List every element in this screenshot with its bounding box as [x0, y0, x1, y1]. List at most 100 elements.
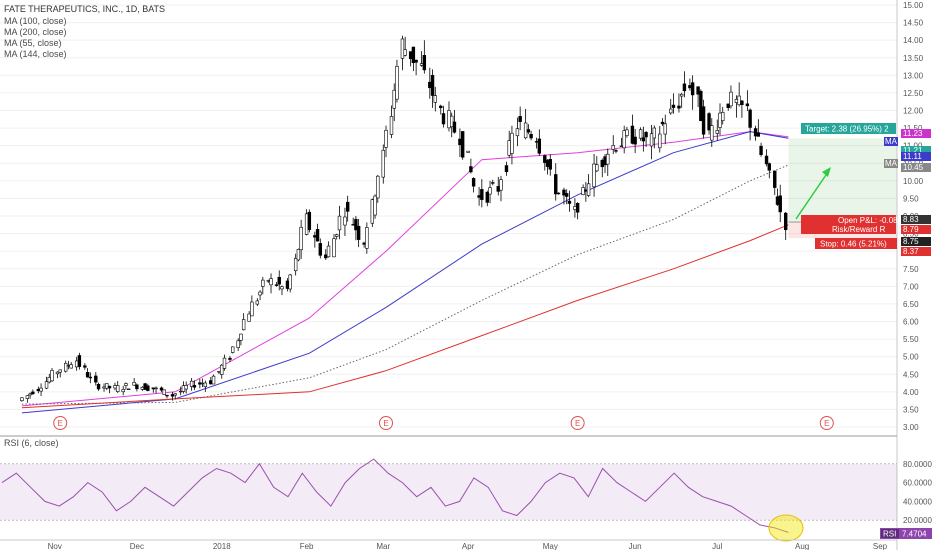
candle-body [96, 384, 101, 390]
candle-body [663, 123, 667, 135]
candle-body [710, 125, 714, 141]
candle-body [633, 136, 637, 145]
candle-body [622, 130, 626, 149]
candle-body [64, 363, 68, 372]
candle-body [408, 51, 413, 60]
candle-body [36, 389, 41, 392]
candle-body [231, 346, 235, 353]
candle-body [441, 113, 446, 125]
candle-body [211, 375, 216, 385]
candle-body [499, 179, 503, 191]
candle-body [44, 381, 49, 389]
candle-body [203, 382, 208, 388]
candle-body [395, 65, 399, 100]
candle-body [69, 364, 73, 369]
candle-body [318, 243, 323, 256]
candle-body [699, 90, 703, 122]
candle-body [740, 100, 744, 106]
candle-body [326, 245, 331, 258]
rsi-axis[interactable]: 80.0000 60.0000 40.0000 20.0000 [903, 460, 932, 525]
legend-ma-55: MA (55, close) [4, 38, 62, 48]
time-tick-label: Jun [629, 542, 642, 550]
candle-body [25, 395, 30, 399]
candle-body [239, 333, 243, 341]
candle-body [269, 278, 273, 286]
candle-body [523, 122, 528, 139]
time-tick-label: Feb [300, 542, 314, 550]
candle-body [595, 164, 599, 172]
candle-body [47, 377, 51, 383]
price-tag: 11.11 [903, 152, 922, 161]
candle-body [734, 99, 739, 103]
price-tick-label: 8.50 [903, 230, 919, 239]
time-tick-label: Nov [48, 542, 62, 550]
candle-body [354, 218, 358, 231]
candle-body [726, 103, 730, 108]
candle-body [293, 258, 298, 272]
candle-body [362, 242, 366, 245]
rsi-tick-label: 80.0000 [903, 460, 932, 469]
time-axis[interactable]: Nov Dec 2018 Feb Mar Apr May Jun Jul Aug Sep [48, 542, 888, 550]
candle-body [384, 129, 388, 148]
candle-body [447, 110, 451, 129]
moving-average-lines [21, 131, 789, 414]
price-tick-label: 6.50 [903, 300, 919, 309]
candle-body [679, 93, 684, 97]
candle-body [296, 248, 301, 261]
candle-body [50, 370, 54, 382]
candle-body [55, 371, 60, 375]
candle-body [140, 386, 145, 390]
candle-body [707, 113, 711, 131]
candle-body [66, 364, 71, 367]
candle-body [625, 129, 629, 136]
candle-body [403, 49, 407, 56]
candle-body [554, 174, 558, 195]
candle-body [759, 145, 763, 156]
price-tag: 8.75 [903, 237, 919, 246]
candle-body [181, 385, 186, 392]
candle-body [721, 112, 725, 121]
time-tick-label: Sep [873, 542, 888, 550]
earnings-marker-label: E [824, 419, 829, 428]
candle-body [534, 141, 539, 143]
position-tool[interactable] [788, 138, 897, 239]
candle-body [236, 340, 240, 348]
candle-body [564, 193, 569, 197]
legend-ma-100: MA (100, close) [4, 16, 67, 26]
candle-body [433, 95, 437, 103]
candle-body [121, 389, 125, 393]
position-labels: Target: 2.38 (26.95%) 2 Open P&L: -0.08 … [801, 123, 898, 249]
candle-body [392, 89, 396, 109]
candle-body [220, 364, 224, 375]
price-tick-label: 12.00 [903, 107, 924, 116]
candle-body [198, 382, 202, 385]
candle-body [200, 382, 205, 385]
candle-body [39, 387, 43, 392]
legend-ma-144: MA (144, close) [4, 49, 67, 59]
candle-body [537, 138, 542, 154]
candle-body [518, 116, 522, 122]
rsi-tick-label: 60.0000 [903, 479, 932, 488]
candle-body [126, 388, 131, 391]
price-tag: 11.23 [903, 129, 923, 138]
candle-body [165, 394, 169, 397]
candle-body [85, 372, 90, 378]
candle-body [315, 229, 320, 242]
candle-body [606, 153, 610, 165]
candle-body [430, 75, 435, 96]
candle-body [452, 121, 457, 133]
candle-body [178, 390, 183, 393]
price-tick-label: 11.50 [903, 124, 923, 133]
rsi-band [0, 463, 897, 521]
open-pnl-label: Open P&L: -0.08 [838, 216, 898, 225]
candle-body [113, 385, 117, 389]
earnings-marker [53, 416, 68, 430]
candle-body [324, 254, 328, 259]
candle-body [146, 385, 150, 391]
candle-body [250, 301, 254, 317]
candle-body [116, 385, 120, 392]
price-tag: MA [885, 159, 898, 168]
candle-body [351, 224, 355, 226]
candle-body [162, 389, 166, 396]
